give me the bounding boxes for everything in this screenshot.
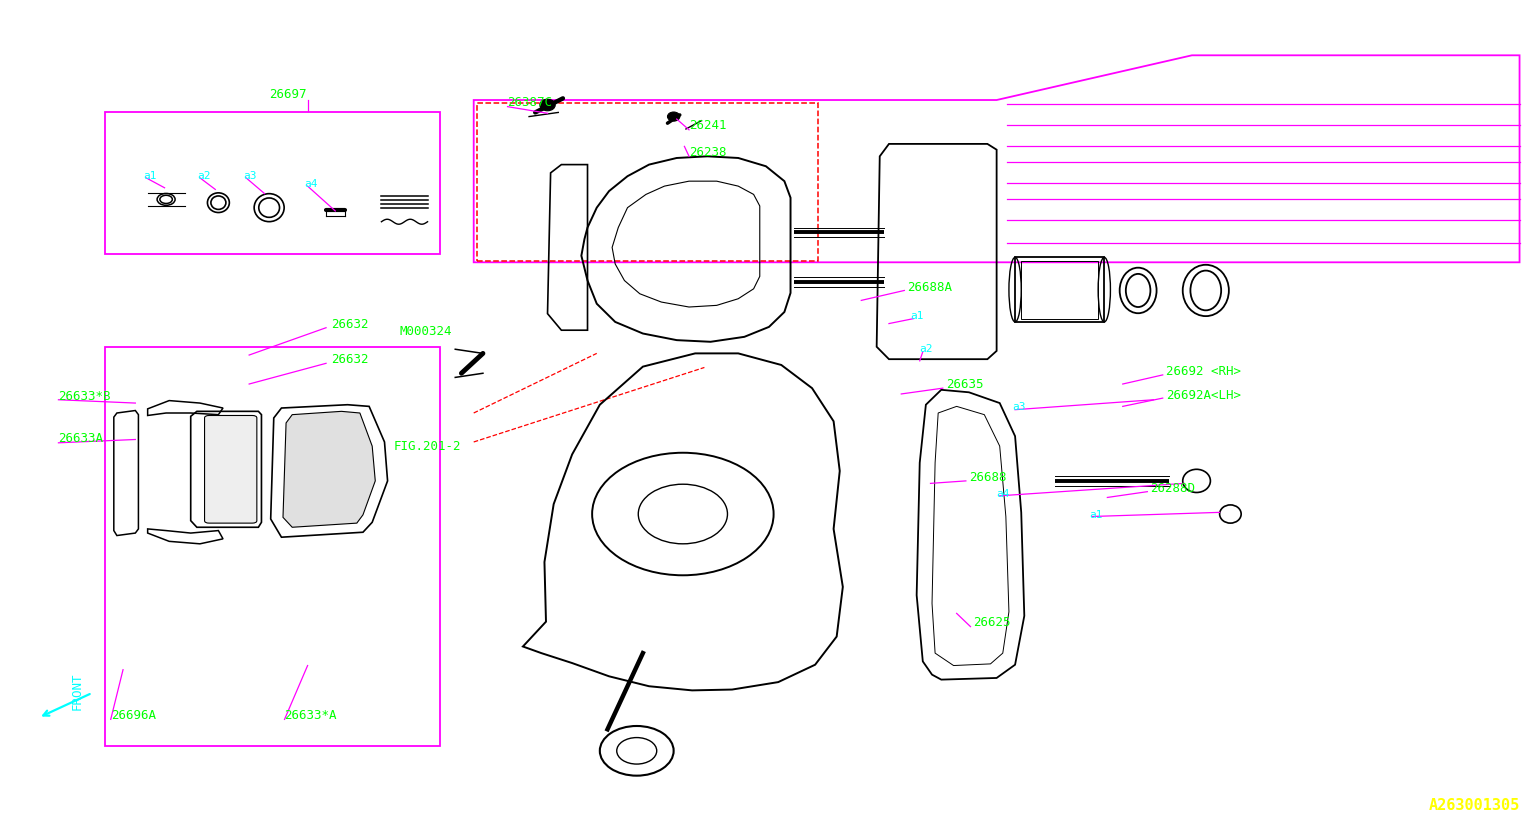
Text: 26632: 26632 bbox=[331, 352, 368, 366]
Text: 26238: 26238 bbox=[689, 146, 726, 159]
Text: 26625: 26625 bbox=[974, 615, 1010, 629]
Text: FRONT: FRONT bbox=[71, 672, 83, 710]
Text: 26688A: 26688A bbox=[907, 280, 952, 294]
Text: 26632: 26632 bbox=[331, 318, 368, 331]
Text: 26692A<LH>: 26692A<LH> bbox=[1166, 388, 1241, 401]
Polygon shape bbox=[283, 412, 375, 528]
Bar bbox=[477, 103, 818, 262]
Text: 26688: 26688 bbox=[969, 471, 1006, 484]
Text: FIG.201-2: FIG.201-2 bbox=[394, 439, 461, 452]
Text: 26633*B: 26633*B bbox=[58, 390, 111, 403]
Bar bbox=[1015, 258, 1104, 323]
Text: 26635: 26635 bbox=[946, 377, 983, 390]
Text: a4: a4 bbox=[305, 179, 318, 189]
Ellipse shape bbox=[540, 100, 555, 112]
Text: 26697: 26697 bbox=[269, 88, 306, 101]
Text: a4: a4 bbox=[997, 489, 1010, 499]
Bar bbox=[1021, 261, 1098, 319]
Text: 26692 <RH>: 26692 <RH> bbox=[1166, 365, 1241, 378]
Bar bbox=[105, 347, 440, 746]
Text: 26288D: 26288D bbox=[1150, 481, 1195, 495]
Text: M000324: M000324 bbox=[400, 324, 452, 337]
Bar bbox=[105, 112, 440, 255]
Text: A263001305: A263001305 bbox=[1429, 797, 1520, 812]
Ellipse shape bbox=[667, 112, 680, 122]
Text: a1: a1 bbox=[910, 311, 924, 321]
Text: 26696A: 26696A bbox=[111, 708, 155, 721]
Text: a1: a1 bbox=[143, 170, 157, 180]
Text: a3: a3 bbox=[1012, 402, 1026, 412]
Text: a3: a3 bbox=[243, 170, 257, 180]
Text: a2: a2 bbox=[920, 344, 934, 354]
Text: 26387C: 26387C bbox=[508, 96, 552, 109]
Text: 26241: 26241 bbox=[689, 119, 726, 132]
Text: 26633A: 26633A bbox=[58, 432, 103, 445]
Text: a1: a1 bbox=[1089, 509, 1103, 519]
Text: 26633*A: 26633*A bbox=[285, 708, 337, 721]
FancyBboxPatch shape bbox=[205, 416, 257, 523]
Text: a2: a2 bbox=[197, 170, 211, 180]
